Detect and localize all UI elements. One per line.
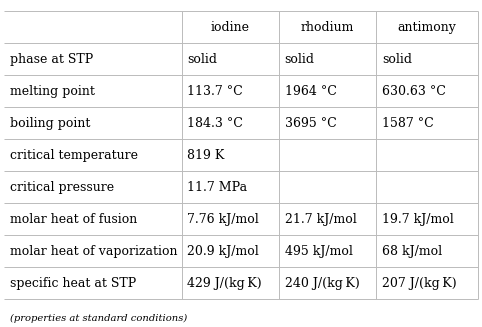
Text: 819 K: 819 K	[187, 149, 225, 162]
Text: melting point: melting point	[10, 85, 94, 98]
Text: 7.76 kJ/mol: 7.76 kJ/mol	[187, 213, 259, 226]
Text: (properties at standard conditions): (properties at standard conditions)	[10, 314, 187, 323]
Text: critical pressure: critical pressure	[10, 181, 114, 194]
Text: solid: solid	[382, 53, 412, 66]
Text: 11.7 MPa: 11.7 MPa	[187, 181, 248, 194]
Text: 495 kJ/mol: 495 kJ/mol	[285, 245, 353, 258]
Text: 68 kJ/mol: 68 kJ/mol	[382, 245, 442, 258]
Text: boiling point: boiling point	[10, 117, 90, 130]
Text: 113.7 °C: 113.7 °C	[187, 85, 243, 98]
Text: phase at STP: phase at STP	[10, 53, 93, 66]
Text: 240 J/(kg K): 240 J/(kg K)	[285, 277, 360, 290]
Text: solid: solid	[285, 53, 315, 66]
Text: 630.63 °C: 630.63 °C	[382, 85, 446, 98]
Text: specific heat at STP: specific heat at STP	[10, 277, 136, 290]
Text: 3695 °C: 3695 °C	[285, 117, 336, 130]
Text: 184.3 °C: 184.3 °C	[187, 117, 243, 130]
Text: 429 J/(kg K): 429 J/(kg K)	[187, 277, 262, 290]
Text: molar heat of fusion: molar heat of fusion	[10, 213, 137, 226]
Text: solid: solid	[187, 53, 217, 66]
Text: 207 J/(kg K): 207 J/(kg K)	[382, 277, 456, 290]
Text: rhodium: rhodium	[301, 21, 354, 34]
Text: 1964 °C: 1964 °C	[285, 85, 336, 98]
Text: 1587 °C: 1587 °C	[382, 117, 434, 130]
Text: critical temperature: critical temperature	[10, 149, 138, 162]
Text: molar heat of vaporization: molar heat of vaporization	[10, 245, 177, 258]
Text: 20.9 kJ/mol: 20.9 kJ/mol	[187, 245, 259, 258]
Text: iodine: iodine	[211, 21, 250, 34]
Text: 19.7 kJ/mol: 19.7 kJ/mol	[382, 213, 454, 226]
Text: antimony: antimony	[398, 21, 456, 34]
Text: 21.7 kJ/mol: 21.7 kJ/mol	[285, 213, 357, 226]
